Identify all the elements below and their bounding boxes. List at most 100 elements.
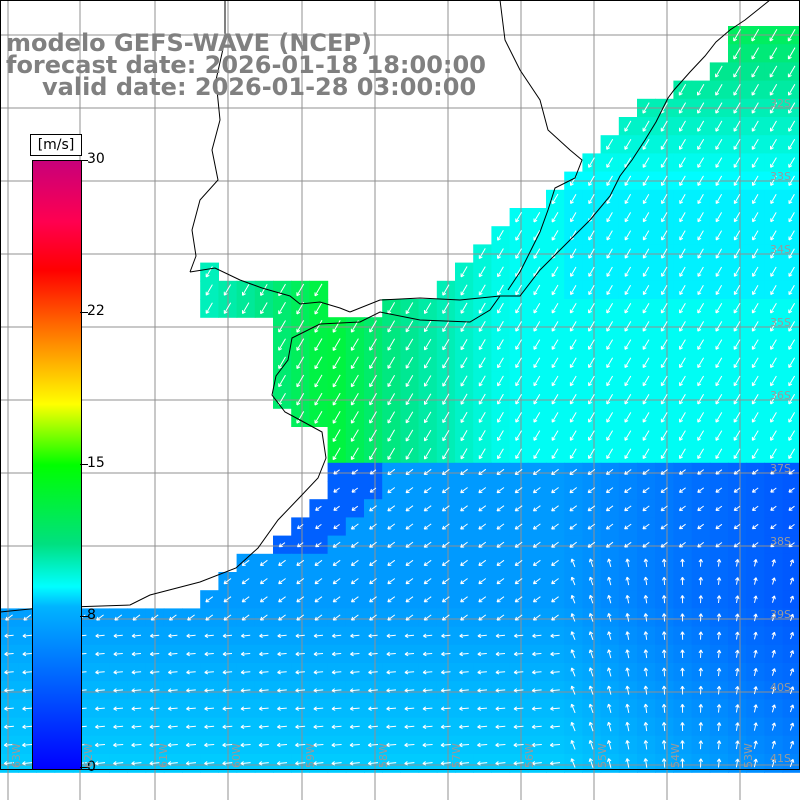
wind-arrow bbox=[733, 212, 741, 223]
wind-arrow bbox=[3, 761, 15, 766]
wind-arrow bbox=[205, 614, 214, 621]
wind-arrow bbox=[549, 742, 561, 748]
wind-arrow bbox=[258, 688, 269, 693]
wind-arrow bbox=[260, 284, 268, 296]
wind-arrow bbox=[532, 614, 541, 621]
wind-arrow bbox=[313, 761, 324, 766]
wind-arrow bbox=[551, 559, 559, 566]
wind-arrow bbox=[678, 487, 686, 493]
wind-arrow bbox=[478, 468, 487, 475]
wind-arrow bbox=[679, 175, 686, 186]
wind-arrow bbox=[204, 633, 214, 639]
wind-arrow bbox=[588, 758, 594, 768]
wind-arrow bbox=[278, 356, 286, 369]
wind-arrow bbox=[624, 339, 632, 350]
wind-arrow bbox=[513, 688, 524, 693]
wind-arrow bbox=[698, 704, 704, 713]
wind-arrow bbox=[350, 411, 359, 424]
wind-arrow bbox=[642, 230, 650, 241]
wind-arrow bbox=[606, 430, 614, 441]
wind-arrow bbox=[205, 284, 213, 296]
wind-arrow bbox=[259, 596, 268, 603]
wind-arrow bbox=[113, 633, 123, 639]
wind-arrow bbox=[606, 175, 613, 186]
wind-arrow bbox=[515, 393, 523, 405]
wind-arrow bbox=[716, 722, 722, 731]
wind-arrow bbox=[787, 65, 796, 78]
wind-arrow bbox=[422, 670, 433, 675]
wind-arrow bbox=[697, 230, 704, 241]
wind-arrow bbox=[497, 266, 504, 278]
wind-arrow bbox=[460, 541, 468, 548]
wind-arrow bbox=[350, 614, 359, 621]
wind-arrow bbox=[733, 357, 741, 369]
wind-arrow bbox=[368, 633, 378, 639]
wind-arrow bbox=[533, 430, 541, 441]
wind-arrow bbox=[697, 393, 705, 405]
wind-arrow bbox=[715, 102, 723, 114]
wind-arrow bbox=[752, 230, 759, 241]
wind-arrow bbox=[532, 670, 542, 675]
wind-arrow bbox=[295, 742, 306, 748]
wind-arrow bbox=[715, 505, 723, 511]
wind-arrow bbox=[442, 302, 450, 314]
wind-arrow bbox=[588, 302, 595, 314]
wind-arrow bbox=[4, 670, 14, 675]
wind-arrow bbox=[22, 742, 33, 748]
wind-arrow bbox=[625, 576, 630, 586]
wind-arrow bbox=[369, 559, 377, 566]
wind-arrow bbox=[769, 47, 778, 60]
wind-arrow bbox=[478, 411, 486, 423]
wind-arrow bbox=[606, 321, 614, 332]
wind-arrow bbox=[661, 193, 668, 205]
wind-arrow bbox=[131, 688, 142, 693]
wind-arrow bbox=[113, 706, 124, 711]
wind-arrow bbox=[496, 614, 505, 621]
lon-label: 61W bbox=[157, 743, 170, 768]
wind-arrow bbox=[751, 412, 759, 423]
wind-arrow bbox=[550, 688, 560, 693]
wind-arrow bbox=[735, 704, 740, 713]
wind-arrow bbox=[588, 157, 595, 168]
wind-arrow bbox=[752, 175, 759, 186]
lon-label: 60W bbox=[230, 743, 243, 768]
wind-arrow bbox=[149, 633, 160, 639]
wind-arrow bbox=[513, 724, 524, 730]
wind-arrow bbox=[788, 393, 796, 405]
wind-arrow bbox=[769, 65, 778, 78]
wind-arrow bbox=[733, 505, 741, 511]
wind-arrow bbox=[642, 339, 650, 350]
wind-arrow bbox=[295, 633, 305, 639]
wind-arrow bbox=[733, 542, 741, 548]
wind-arrow bbox=[735, 595, 740, 603]
wind-arrow bbox=[478, 487, 487, 494]
wind-arrow bbox=[661, 740, 667, 750]
lon-label: 53W bbox=[742, 743, 755, 768]
wind-arrow bbox=[624, 248, 632, 259]
wind-arrow bbox=[369, 374, 377, 388]
wind-arrow bbox=[441, 670, 451, 675]
wind-arrow bbox=[350, 596, 359, 603]
lon-label: 56W bbox=[523, 743, 536, 768]
wind-arrow bbox=[606, 248, 613, 259]
wind-arrow bbox=[332, 374, 341, 388]
wind-arrow bbox=[22, 633, 32, 639]
wind-arrow bbox=[405, 487, 414, 494]
wind-arrow bbox=[424, 448, 432, 460]
coastline-segment bbox=[189, 0, 226, 273]
wind-arrow bbox=[570, 685, 576, 695]
wind-arrow bbox=[496, 523, 505, 530]
wind-arrow bbox=[532, 487, 541, 494]
wind-arrow bbox=[478, 614, 487, 621]
wind-arrow bbox=[113, 742, 124, 748]
wind-arrow bbox=[460, 320, 468, 332]
wind-arrow bbox=[569, 430, 577, 441]
wind-arrow bbox=[751, 83, 759, 96]
wind-arrow bbox=[788, 302, 796, 314]
wind-arrow bbox=[296, 523, 304, 530]
wind-arrow bbox=[642, 375, 650, 387]
wind-arrow bbox=[570, 266, 577, 277]
wind-arrow bbox=[495, 651, 506, 657]
wind-arrow bbox=[680, 595, 685, 604]
